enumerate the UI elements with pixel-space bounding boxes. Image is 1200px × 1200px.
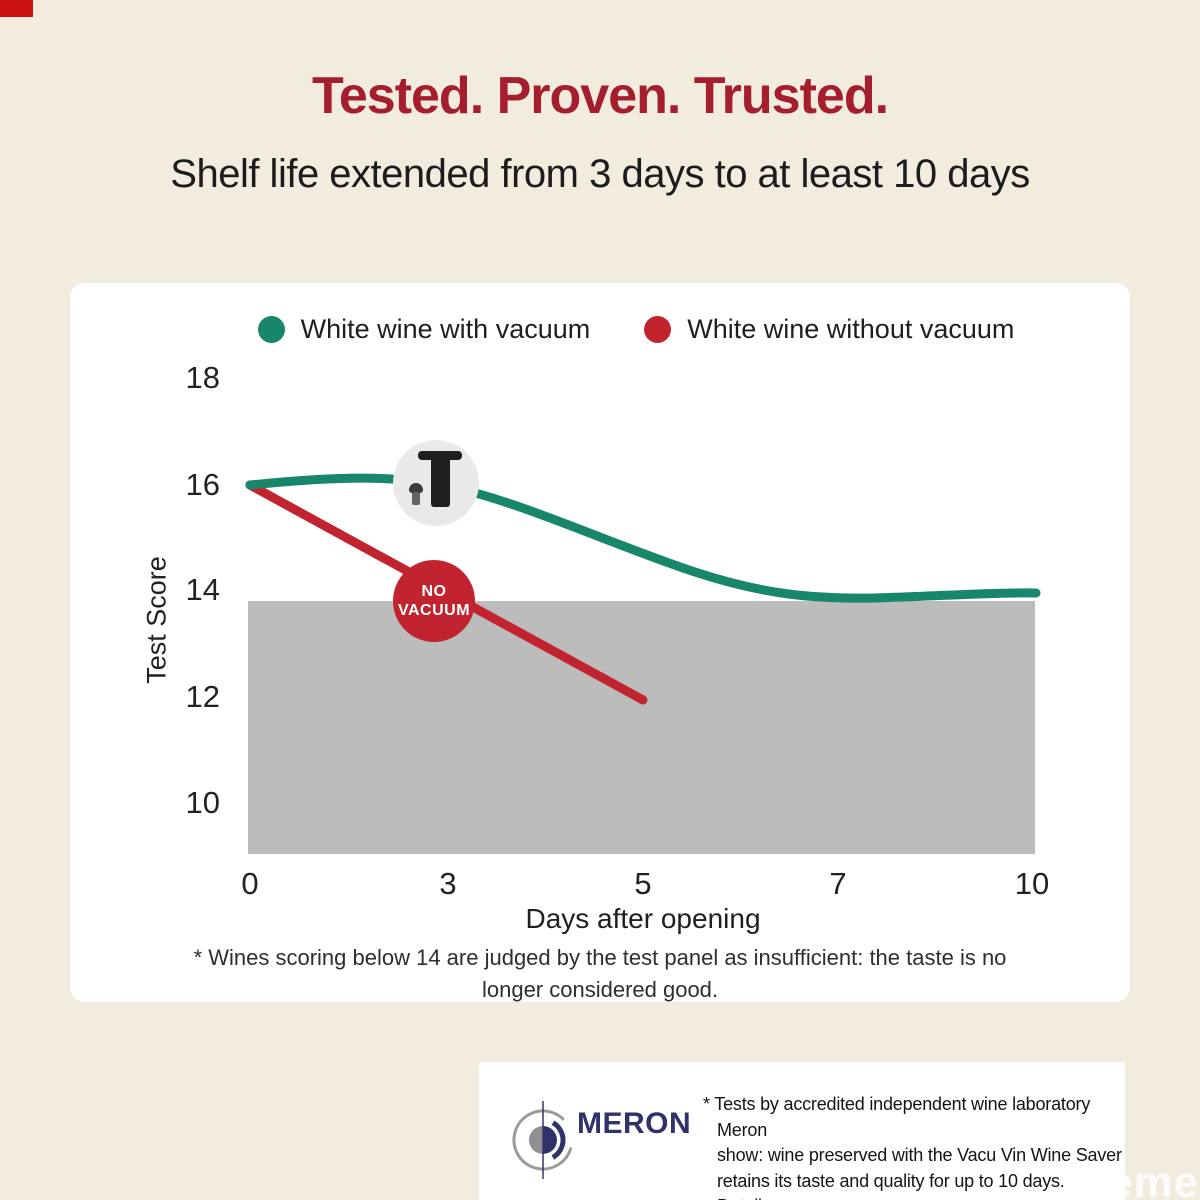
legend-label: White wine without vacuum — [687, 313, 1015, 344]
x-tick-10: 10 — [1014, 866, 1050, 901]
pump-body-icon — [431, 458, 450, 507]
page-title: Tested. Proven. Trusted. — [311, 67, 889, 125]
y-tick-14: 14 — [185, 572, 220, 607]
lab-note-line2: show: wine preserved with the Vacu Vin W… — [717, 1145, 1122, 1166]
x-axis-title: Days after opening — [525, 903, 761, 934]
meron-logo-text: MERON — [577, 1107, 692, 1140]
y-tick-12: 12 — [185, 679, 220, 714]
lab-note-line3: retains its taste and quality for up to … — [717, 1170, 1065, 1200]
vacuum-pump-badge — [393, 440, 479, 526]
chart-footnote-line1: * Wines scoring below 14 are judged by t… — [193, 945, 1007, 970]
green-dot-icon — [257, 315, 285, 343]
lab-note-line1: * Tests by accredited independent wine l… — [703, 1094, 1091, 1140]
insufficient-score-zone — [248, 601, 1035, 854]
line-with-vacuum — [245, 473, 1041, 603]
no-vacuum-badge: NO VACUUM — [393, 560, 475, 642]
y-tick-18: 18 — [185, 360, 220, 395]
no-vacuum-badge-line1: NO — [421, 582, 447, 600]
legend-item-without-vacuum: White wine without vacuum — [644, 314, 1014, 345]
no-vacuum-badge-line2: VACUUM — [397, 602, 471, 619]
chart-panel: White wine with vacuum White wine withou… — [70, 283, 1130, 1002]
x-tick-3: 3 — [439, 866, 457, 901]
stopper-head-icon — [409, 483, 423, 493]
y-axis-title: Test Score — [141, 556, 172, 684]
x-tick-0: 0 — [241, 866, 259, 901]
page-subtitle: Shelf life extended from 3 days to at le… — [170, 152, 1030, 196]
y-tick-10: 10 — [185, 785, 220, 820]
pump-handle-icon — [418, 451, 462, 460]
lab-certification-box: MERON * Tests by accredited independent … — [479, 1062, 1125, 1200]
x-tick-7: 7 — [829, 866, 847, 901]
x-tick-5: 5 — [634, 866, 652, 901]
chart-footnote-line2: longer considered good. — [481, 977, 719, 1002]
stopper-stem-icon — [412, 492, 420, 505]
corner-red-mark — [0, 0, 33, 17]
legend-item-with-vacuum: White wine with vacuum — [257, 313, 591, 345]
lab-test-note: * Tests by accredited independent wine l… — [703, 1092, 1123, 1200]
meron-logo-icon — [512, 1101, 574, 1179]
watermark: eme — [1108, 1158, 1200, 1200]
chart-legend: White wine with vacuum White wine withou… — [106, 309, 1166, 349]
red-dot-icon — [644, 315, 672, 343]
plot-area — [245, 473, 1041, 854]
y-tick-16: 16 — [185, 467, 220, 502]
legend-label: White wine with vacuum — [300, 313, 591, 344]
